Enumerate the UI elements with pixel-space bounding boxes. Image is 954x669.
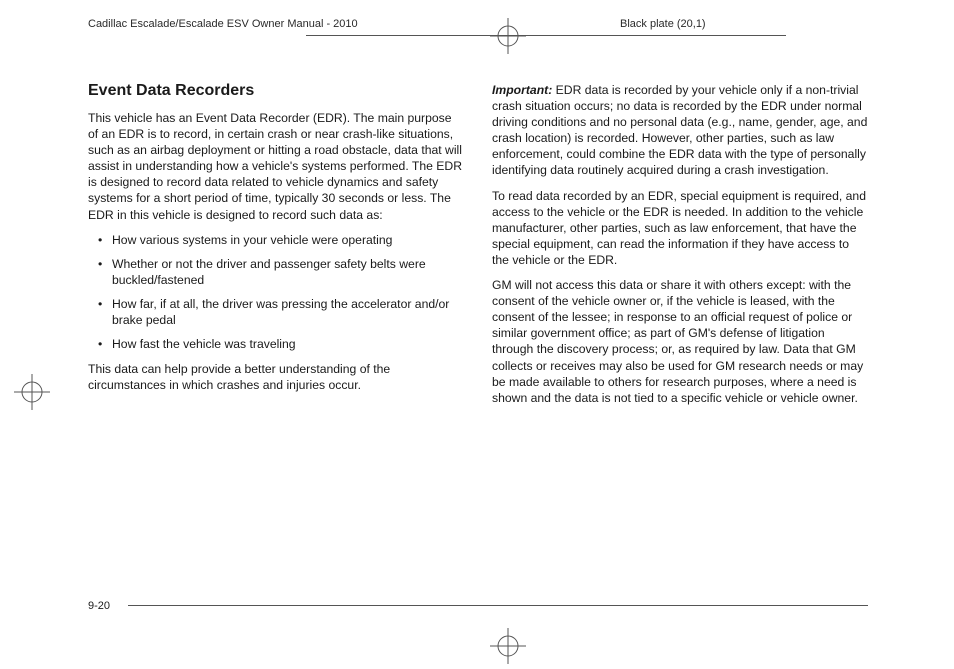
left-column: Event Data Recorders This vehicle has an… <box>88 82 464 415</box>
registration-mark-bottom <box>490 628 526 664</box>
right-para-3: GM will not access this data or share it… <box>492 277 868 406</box>
left-para-1: This vehicle has an Event Data Recorder … <box>88 110 464 223</box>
list-item: Whether or not the driver and passenger … <box>88 256 464 288</box>
doc-title: Cadillac Escalade/Escalade ESV Owner Man… <box>88 18 358 30</box>
plate-label: Black plate (20,1) <box>620 18 706 30</box>
list-item: How far, if at all, the driver was press… <box>88 296 464 328</box>
important-para: Important: EDR data is recorded by your … <box>492 82 868 179</box>
bullet-list: How various systems in your vehicle were… <box>88 232 464 353</box>
content-area: Event Data Recorders This vehicle has an… <box>88 82 868 415</box>
list-item: How various systems in your vehicle were… <box>88 232 464 248</box>
right-para-2: To read data recorded by an EDR, special… <box>492 188 868 268</box>
left-para-2: This data can help provide a better unde… <box>88 361 464 393</box>
registration-mark-left <box>14 374 50 410</box>
list-item: How fast the vehicle was traveling <box>88 336 464 352</box>
header-rule <box>306 35 786 36</box>
page-root: Cadillac Escalade/Escalade ESV Owner Man… <box>0 0 954 668</box>
registration-mark-top <box>490 18 526 54</box>
section-heading: Event Data Recorders <box>88 82 464 100</box>
important-label: Important: <box>492 83 552 97</box>
important-body: EDR data is recorded by your vehicle onl… <box>492 83 867 177</box>
page-number: 9-20 <box>88 600 110 612</box>
right-column: Important: EDR data is recorded by your … <box>492 82 868 415</box>
footer-rule <box>128 605 868 606</box>
